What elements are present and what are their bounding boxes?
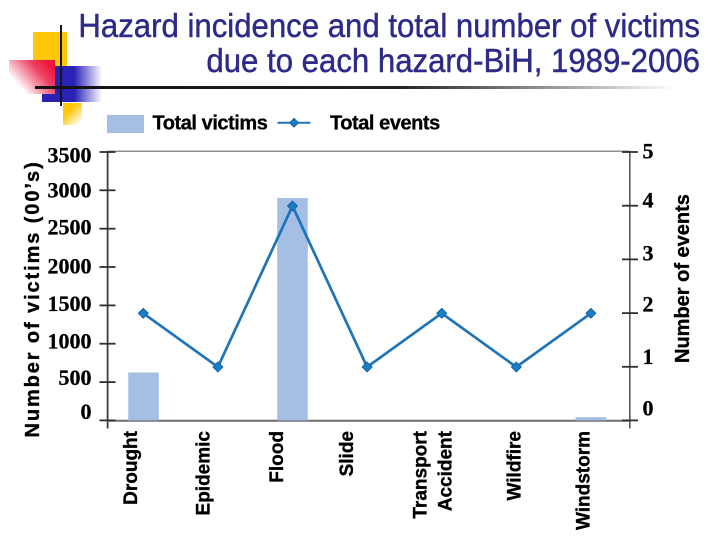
svg-text:Slide: Slide [337, 431, 358, 476]
svg-text:3: 3 [643, 240, 654, 265]
svg-text:Epidemic: Epidemic [194, 431, 215, 516]
svg-text:Total events: Total events [330, 112, 440, 134]
svg-text:Windstorm: Windstorm [574, 431, 595, 530]
svg-text:2000: 2000 [48, 253, 92, 278]
svg-text:Wildfire: Wildfire [504, 431, 525, 501]
svg-text:1500: 1500 [48, 291, 92, 316]
svg-text:1000: 1000 [48, 329, 92, 354]
svg-text:Flood: Flood [267, 431, 288, 483]
svg-text:Accident: Accident [435, 430, 456, 511]
svg-text:Drought: Drought [121, 430, 142, 505]
svg-text:Number of victims (00’s): Number of victims (00’s) [22, 160, 44, 437]
svg-text:Transport: Transport [410, 430, 431, 518]
svg-text:0: 0 [643, 395, 654, 420]
svg-text:Number of events: Number of events [672, 194, 694, 363]
svg-text:3000: 3000 [48, 178, 92, 203]
svg-text:3500: 3500 [48, 142, 92, 167]
svg-text:4: 4 [643, 187, 654, 212]
svg-text:Total victims: Total victims [153, 112, 268, 134]
svg-text:5: 5 [643, 138, 654, 163]
svg-text:2500: 2500 [48, 215, 92, 240]
svg-text:1: 1 [643, 344, 654, 369]
svg-text:2: 2 [643, 291, 654, 316]
svg-text:0: 0 [81, 399, 92, 424]
svg-text:500: 500 [59, 365, 92, 390]
